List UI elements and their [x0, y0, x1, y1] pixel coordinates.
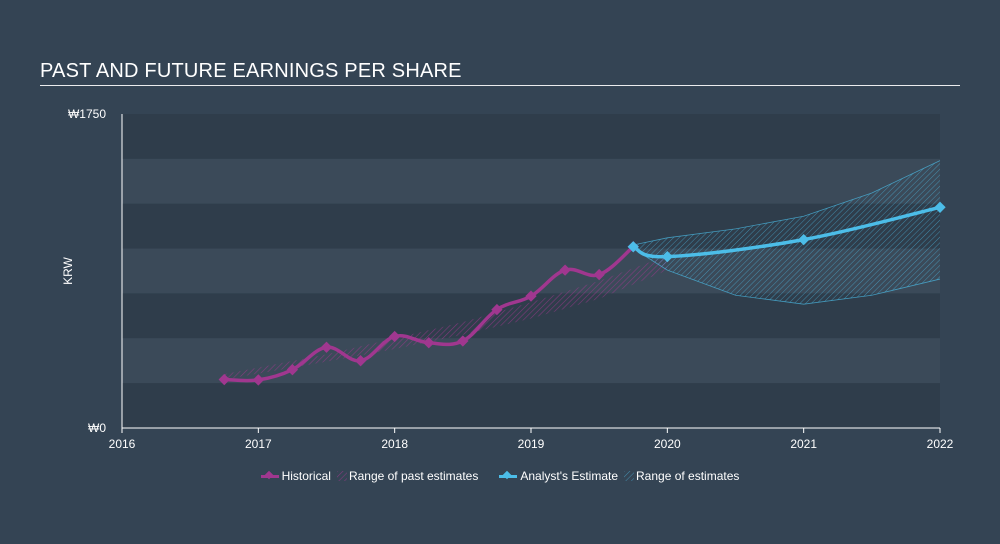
- estimate-swatch: [499, 471, 518, 481]
- historical-point: [423, 337, 435, 349]
- historical-point: [252, 374, 264, 386]
- y-tick-label: ₩0: [88, 421, 106, 435]
- series-markers: [218, 201, 946, 386]
- future-range-upper-edge: [633, 160, 941, 246]
- background-band: [122, 338, 940, 384]
- estimate-ranges: [224, 160, 941, 380]
- x-tick-label: 2022: [927, 437, 954, 451]
- historical-point: [218, 373, 230, 386]
- legend-estimate[interactable]: Analyst's Estimate: [499, 469, 618, 483]
- legend-past-range-label: Range of past estimates: [348, 469, 479, 483]
- estimate-point: [661, 250, 673, 263]
- background-band: [122, 383, 940, 428]
- estimate-line: [631, 205, 942, 259]
- title-divider: [40, 85, 960, 86]
- historical-point: [354, 355, 367, 367]
- historical-point: [320, 341, 333, 353]
- legend-past-range[interactable]: Range of past estimates: [336, 469, 479, 483]
- past-estimate-range-area: [224, 255, 668, 380]
- x-tick-label: 2016: [109, 437, 136, 451]
- axes: 2016 2017 2018 2019 2020 2021 2022 ₩0 ₩1750: [68, 107, 954, 451]
- estimate-point: [627, 241, 639, 253]
- x-tick-label: 2019: [518, 437, 545, 451]
- historical-point: [525, 290, 537, 302]
- x-tick-label: 2021: [790, 437, 817, 451]
- historical-point: [457, 335, 469, 347]
- future-estimate-range-area: [633, 160, 940, 305]
- x-tick-label: 2017: [245, 437, 272, 451]
- x-tick-label: 2018: [381, 437, 408, 451]
- background-band: [122, 158, 940, 204]
- legend-future-range[interactable]: Range of estimates: [624, 469, 739, 483]
- y-tick-label: ₩1750: [68, 107, 106, 121]
- historical-point: [389, 330, 401, 343]
- y-axis-label: KRW: [61, 256, 75, 284]
- historical-point: [491, 303, 503, 316]
- chart-title: PAST AND FUTURE EARNINGS PER SHARE: [40, 60, 462, 82]
- legend-future-range-label: Range of estimates: [636, 469, 740, 483]
- x-tick-label: 2020: [654, 437, 681, 451]
- legend-historical-label: Historical: [281, 469, 331, 483]
- background-band: [122, 114, 940, 159]
- historical-point: [559, 264, 571, 276]
- future-range-lower-edge: [633, 248, 941, 305]
- estimate-point: [934, 201, 946, 213]
- legend-historical[interactable]: Historical: [260, 469, 331, 483]
- legend-estimate-label: Analyst's Estimate: [520, 469, 619, 483]
- historical-swatch: [260, 471, 279, 481]
- historical-point: [286, 364, 299, 376]
- estimate-point: [798, 233, 810, 246]
- historical-point: [593, 268, 605, 281]
- legend: Historical Range of past estimates Analy…: [0, 469, 1000, 483]
- past-range-swatch: [336, 471, 347, 481]
- future-range-swatch: [624, 471, 635, 481]
